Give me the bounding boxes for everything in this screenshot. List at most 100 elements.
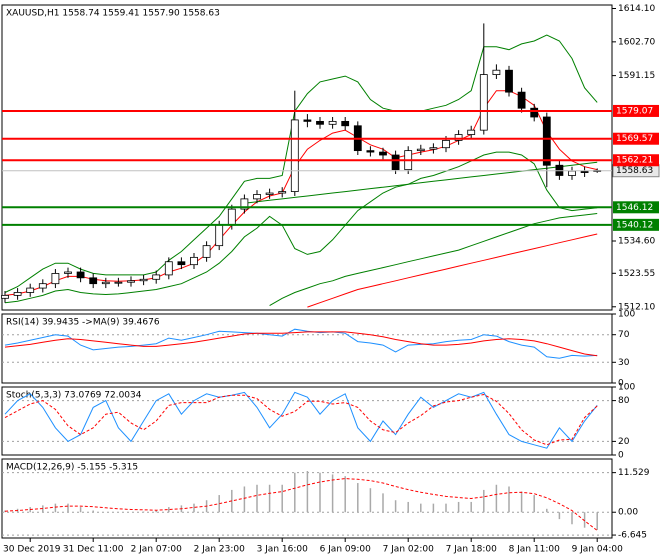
candle-body [341, 120, 350, 127]
level-box [613, 154, 659, 167]
candle-body [542, 116, 551, 166]
level-box [613, 104, 659, 117]
candle-body [1, 294, 9, 299]
candle-body [64, 271, 72, 274]
x-tick-label: 31 Dec 11:00 [63, 545, 124, 555]
candle-body [51, 273, 60, 285]
level-label: 1562.21 [616, 156, 653, 166]
y-tick-label: 20 [618, 437, 630, 447]
candle-body [290, 119, 299, 192]
candle-body [164, 261, 173, 276]
candle-body [530, 107, 539, 118]
y-tick-label: 1523.55 [618, 269, 655, 279]
candle-body [467, 129, 476, 135]
panel-title: RSI(14) 39.9435 ->MA(9) 39.4676 [6, 318, 160, 328]
indicator-line [269, 213, 598, 307]
level-label: 1546.12 [616, 203, 653, 213]
indicator-line [244, 161, 598, 204]
candle-body [240, 198, 249, 210]
y-tick-label: 80 [618, 396, 630, 406]
candle-body [391, 154, 400, 171]
candle-body [101, 281, 110, 285]
candle-body [202, 245, 211, 258]
level-label: 1579.07 [616, 106, 653, 116]
x-tick-label: 2 Jan 23:00 [194, 545, 246, 555]
y-tick-label: 70 [618, 330, 630, 340]
level-box [613, 201, 659, 214]
y-tick-label: 0 [618, 451, 624, 461]
candle-body [442, 139, 450, 149]
indicator-line [4, 90, 598, 296]
last-price-label: 1558.63 [616, 166, 653, 176]
panel-title: Stoch(5,3,3) 73.0769 72.0034 [6, 391, 142, 401]
candle-body [227, 208, 236, 226]
candle-body [13, 292, 22, 296]
x-tick-label: 8 Jan 11:00 [509, 545, 561, 555]
candle-body [492, 69, 501, 75]
candle-body [265, 192, 274, 195]
y-tick-label: 1614.10 [618, 4, 655, 14]
x-tick-label: 7 Jan 02:00 [383, 545, 435, 555]
indicator-line [4, 328, 598, 359]
candle-body [366, 150, 375, 153]
candle-body [379, 151, 387, 156]
y-tick-label: 0 [618, 379, 624, 389]
candle-body [580, 170, 589, 173]
level-box [613, 132, 659, 145]
y-tick-label: 100 [618, 383, 635, 393]
level-label: 1569.57 [616, 134, 653, 144]
y-tick-label: 11.529 [618, 468, 650, 478]
y-tick-label: 1512.10 [618, 302, 655, 312]
candle-body [114, 281, 123, 284]
candle-body [139, 278, 148, 282]
y-tick-label: -6.645 [618, 531, 647, 541]
x-tick-label: 9 Jan 04:00 [572, 545, 624, 555]
x-tick-label: 6 Jan 09:00 [320, 545, 372, 555]
panel-frame [1, 386, 613, 456]
candle-body [278, 191, 287, 194]
candle-body [429, 147, 438, 150]
candle-body [517, 91, 526, 109]
candle-body [38, 283, 47, 289]
y-tick-label: 1591.15 [618, 71, 655, 81]
indicator-line [4, 331, 598, 357]
indicator-line [4, 151, 598, 304]
candle-body [303, 119, 312, 122]
candle-body [568, 170, 576, 176]
x-tick-label: 3 Jan 16:00 [257, 545, 309, 555]
candle-body [454, 134, 463, 141]
panel-title: MACD(12,26,9) -5.155 -5.315 [6, 463, 138, 473]
candle-body [127, 280, 135, 283]
candle-body [416, 148, 425, 152]
y-tick-label: 30 [618, 358, 630, 368]
panel-frame [1, 4, 613, 311]
candle-body [177, 261, 186, 266]
candle-body [215, 224, 224, 247]
candle-body [253, 194, 261, 200]
x-tick-label: 30 Dec 2019 [3, 545, 61, 555]
candle-body [479, 74, 488, 131]
level-box [613, 218, 659, 231]
y-tick-label: 100 [618, 310, 635, 320]
candle-body [316, 120, 324, 125]
y-tick-label: 1602.70 [618, 37, 655, 47]
indicator-line [4, 393, 598, 446]
candle-body [26, 287, 35, 293]
candle-body [505, 69, 513, 93]
candle-body [76, 271, 85, 279]
x-tick-label: 2 Jan 07:00 [131, 545, 183, 555]
candle-body [328, 120, 337, 125]
indicator-line [4, 391, 598, 449]
candle-body [152, 274, 161, 280]
candle-body [190, 256, 198, 266]
level-label: 1540.12 [616, 220, 653, 230]
indicator-line [4, 34, 598, 293]
indicator-line [307, 233, 598, 308]
panel-title: XAUUSD,H1 1558.74 1559.41 1557.90 1558.6… [6, 9, 220, 19]
candle-body [89, 277, 98, 285]
x-tick-label: 7 Jan 18:00 [446, 545, 498, 555]
y-tick-label: 1534.60 [618, 236, 655, 246]
y-tick-label: 0.00 [618, 508, 638, 518]
